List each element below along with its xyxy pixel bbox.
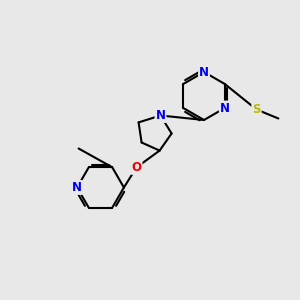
- Text: S: S: [252, 103, 261, 116]
- Text: N: N: [155, 109, 166, 122]
- Text: N: N: [72, 181, 82, 194]
- Text: N: N: [220, 101, 230, 115]
- Text: N: N: [199, 65, 209, 79]
- Text: O: O: [131, 161, 142, 174]
